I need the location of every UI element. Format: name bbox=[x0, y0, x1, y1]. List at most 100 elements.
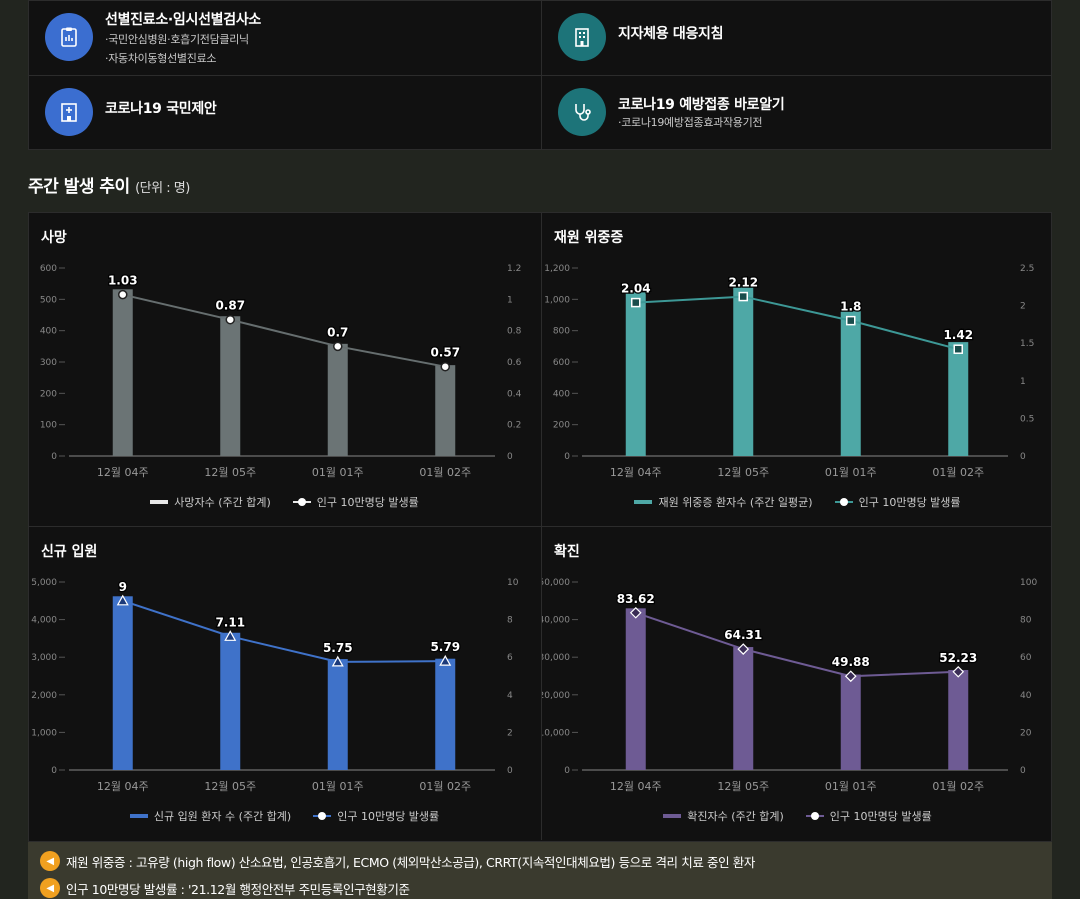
y2-tick-label: 80 bbox=[1020, 616, 1032, 626]
divider bbox=[29, 75, 1051, 76]
y2-tick-label: 2.5 bbox=[1020, 264, 1034, 274]
note-text: 재원 위중증 : 고유량 (high flow) 산소요법, 인공호흡기, EC… bbox=[66, 854, 755, 870]
y-tick-label: 0 bbox=[51, 766, 57, 776]
legend-label: 인구 10만명당 발생률 bbox=[829, 810, 932, 823]
legend-label: 인구 10만명당 발생률 bbox=[337, 810, 440, 823]
y2-tick-label: 6 bbox=[507, 653, 513, 663]
link-screening-clinic[interactable]: 선별진료소·임시선별검사소 ·국민안심병원·호흡기전담클리닉 ·자동차이동형선별… bbox=[29, 1, 541, 75]
chart-panel-critical: 재원 위중증 0 200 400 600 800 1,000 1,200 0 0.5 1 1.5 2 2… bbox=[541, 213, 1053, 526]
note-item: ◀ 재원 위중증 : 고유량 (high flow) 산소요법, 인공호흡기, … bbox=[40, 851, 755, 871]
chart-legend: 신규 입원 환자 수 (주간 합계) 인구 10만명당 발생률 bbox=[29, 808, 540, 824]
y2-tick-label: 10 bbox=[507, 578, 519, 588]
bar bbox=[327, 343, 348, 456]
legend-label: 인구 10만명당 발생률 bbox=[858, 496, 961, 509]
data-label: 5.75 bbox=[323, 641, 353, 655]
y2-tick-label: 0.2 bbox=[507, 421, 521, 431]
chart-panel-confirmed: 확진 0 10,000 20,000 30,000 40,000 50,000 0 20 40 6… bbox=[541, 527, 1053, 840]
speaker-icon: ◀ bbox=[40, 851, 60, 871]
rate-line bbox=[635, 611, 959, 678]
legend-line-item: 인구 10만명당 발생률 bbox=[805, 808, 932, 824]
x-tick-label: 12월 04주 bbox=[97, 780, 149, 793]
data-label: 64.31 bbox=[724, 628, 762, 642]
note-item: ◀ 인구 10만명당 발생률 : '21.12월 행정안전부 주민등록인구현황기… bbox=[40, 878, 410, 898]
y-tick-label: 300 bbox=[40, 358, 57, 368]
chart-title: 신규 입원 bbox=[41, 544, 98, 560]
link-national-proposal[interactable]: 코로나19 국민제안 bbox=[29, 76, 541, 150]
legend-line-item: 인구 10만명당 발생률 bbox=[292, 494, 419, 510]
link-local-guideline[interactable]: 지자체용 대응지침 bbox=[541, 1, 1054, 75]
building-icon bbox=[558, 13, 606, 61]
rate-point bbox=[331, 655, 344, 667]
y-tick-label: 30,000 bbox=[542, 653, 570, 663]
legend-bar-item: 확진자수 (주간 합계) bbox=[663, 808, 784, 824]
rate-point bbox=[224, 630, 237, 641]
legend-line-item: 인구 10만명당 발생률 bbox=[834, 494, 961, 510]
legend-bar-item: 사망자수 (주간 합계) bbox=[150, 494, 271, 510]
y-tick-label: 2,000 bbox=[31, 691, 57, 701]
link-title: 지자체용 대응지침 bbox=[618, 26, 724, 42]
speaker-icon: ◀ bbox=[40, 878, 60, 898]
data-label: 83.62 bbox=[617, 592, 655, 606]
y-tick-label: 5,000 bbox=[31, 578, 57, 588]
rate-point bbox=[737, 643, 750, 655]
y2-tick-label: 1 bbox=[507, 295, 513, 305]
y2-tick-label: 1.5 bbox=[1020, 339, 1034, 349]
data-label: 49.88 bbox=[832, 655, 870, 669]
link-sub: ·자동차이동형선별진료소 bbox=[105, 52, 217, 65]
y-tick-label: 20,000 bbox=[542, 691, 570, 701]
rate-point bbox=[953, 344, 963, 354]
data-label: 1.03 bbox=[108, 274, 138, 288]
chart-panel-deaths: 사망 0 100 200 300 400 500 600 0 0.2 0.4 0.6 0.8 1 1.2 1… bbox=[29, 213, 540, 526]
chart-title: 재원 위중증 bbox=[554, 230, 624, 246]
legend-label: 신규 입원 환자 수 (주간 합계) bbox=[153, 810, 292, 823]
link-vaccination-info[interactable]: 코로나19 예방접종 바로알기 ·코로나19예방접종효과작용기전 bbox=[541, 76, 1054, 150]
legend-swatch bbox=[292, 498, 311, 506]
x-tick-label: 12월 05주 bbox=[204, 780, 256, 793]
bar bbox=[435, 365, 456, 456]
y2-tick-label: 0 bbox=[507, 766, 513, 776]
x-tick-label: 01월 01주 bbox=[825, 466, 877, 479]
y-tick-label: 0 bbox=[564, 766, 570, 776]
bar bbox=[112, 289, 133, 456]
y2-tick-label: 1 bbox=[1020, 377, 1026, 387]
y2-tick-label: 0 bbox=[1020, 452, 1026, 462]
rate-point bbox=[440, 361, 450, 372]
x-tick-label: 01월 02주 bbox=[419, 780, 471, 793]
legend-line-item: 인구 10만명당 발생률 bbox=[313, 808, 439, 824]
chart-title: 확진 bbox=[554, 544, 580, 560]
y-tick-label: 4,000 bbox=[31, 616, 57, 626]
y2-tick-label: 100 bbox=[1020, 578, 1037, 588]
y2-tick-label: 0.8 bbox=[507, 327, 522, 337]
y2-tick-label: 0.5 bbox=[1020, 414, 1034, 424]
y-tick-label: 1,000 bbox=[31, 728, 57, 738]
y-tick-label: 400 bbox=[40, 327, 57, 337]
y-tick-label: 0 bbox=[51, 452, 57, 462]
charts-container: 사망 0 100 200 300 400 500 600 0 0.2 0.4 0.6 0.8 1 1.2 1… bbox=[28, 212, 1052, 842]
data-label: 7.11 bbox=[215, 615, 245, 629]
chart-title: 사망 bbox=[41, 230, 67, 246]
legend-swatch bbox=[313, 812, 332, 820]
y2-tick-label: 1.2 bbox=[507, 264, 521, 274]
rate-point bbox=[844, 670, 857, 683]
x-tick-label: 01월 02주 bbox=[932, 466, 984, 479]
rate-point bbox=[738, 291, 748, 302]
bar bbox=[327, 659, 348, 770]
rate-point bbox=[629, 606, 642, 619]
y2-tick-label: 2 bbox=[507, 728, 513, 738]
legend-swatch bbox=[634, 500, 653, 504]
legend-swatch bbox=[834, 498, 853, 506]
y-tick-label: 800 bbox=[553, 327, 570, 337]
quick-links-box: 선별진료소·임시선별검사소 ·국민안심병원·호흡기전담클리닉 ·자동차이동형선별… bbox=[28, 0, 1052, 150]
link-title: 선별진료소·임시선별검사소 bbox=[105, 12, 261, 28]
x-tick-label: 01월 02주 bbox=[932, 780, 984, 793]
legend-swatch bbox=[805, 812, 824, 820]
legend-bar-item: 신규 입원 환자 수 (주간 합계) bbox=[129, 808, 292, 824]
divider bbox=[29, 526, 1051, 527]
data-label: 9 bbox=[119, 580, 127, 594]
y2-tick-label: 2 bbox=[1020, 302, 1026, 312]
data-label: 0.57 bbox=[430, 346, 460, 360]
link-sub: ·코로나19예방접종효과작용기전 bbox=[618, 116, 763, 129]
bar bbox=[220, 632, 241, 770]
y2-tick-label: 60 bbox=[1020, 653, 1032, 663]
y2-tick-label: 4 bbox=[507, 691, 513, 701]
